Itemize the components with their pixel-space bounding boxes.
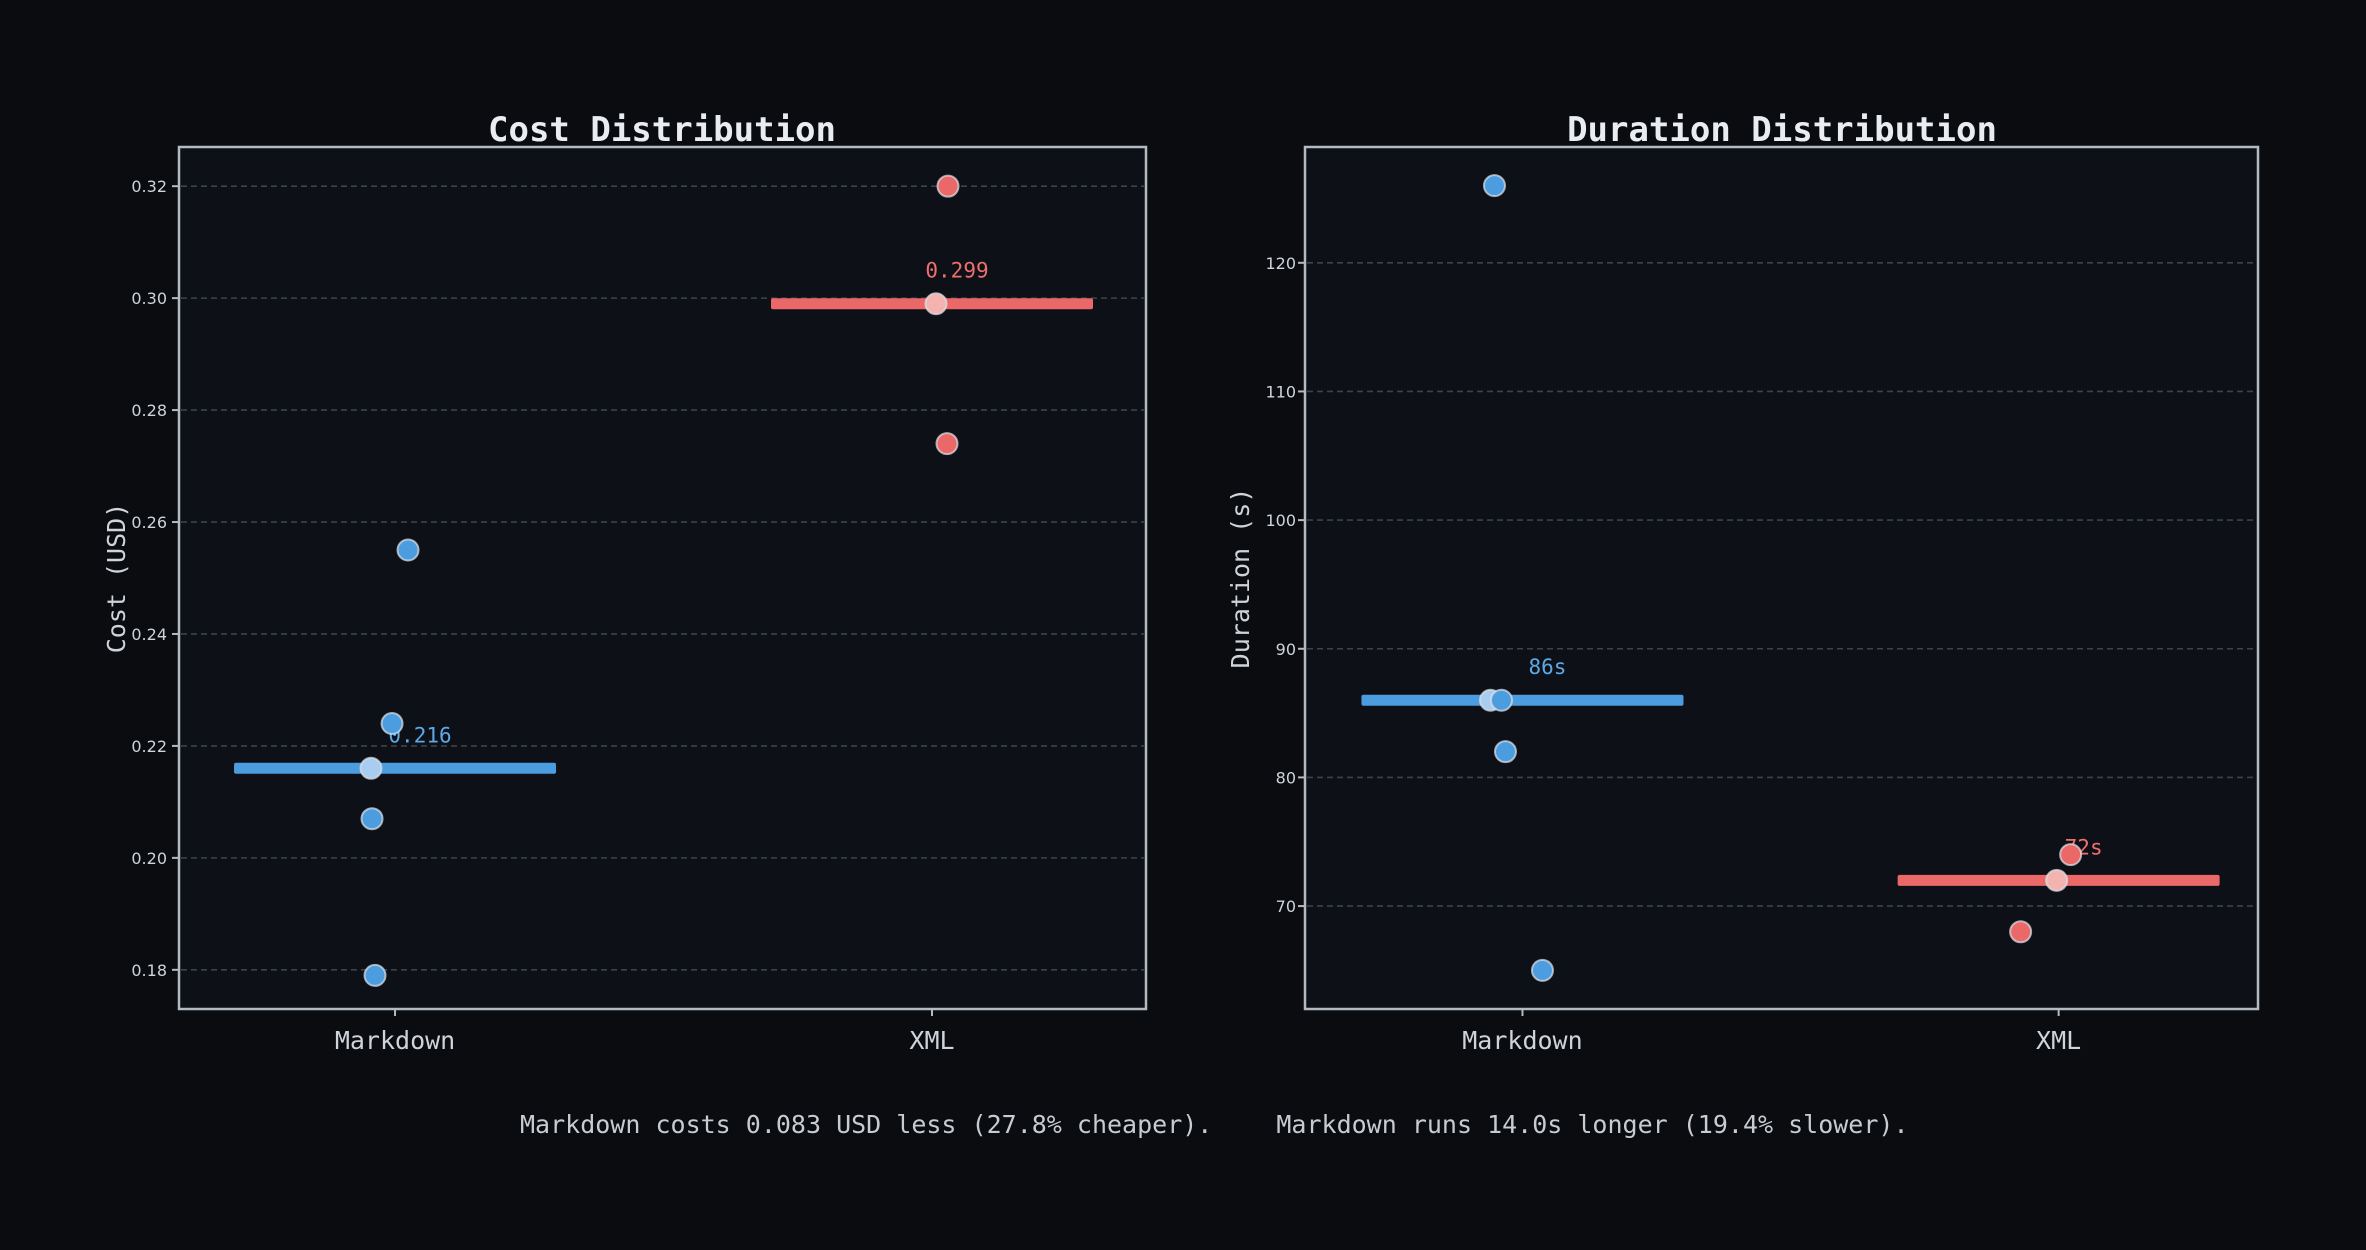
y-tick-label: 90: [1276, 640, 1296, 659]
y-tick-label: 100: [1265, 511, 1296, 530]
duration-chart: Duration Distribution Duration (s) 70 80 9…: [1226, 110, 2260, 1055]
data-point: [1493, 740, 1517, 764]
data-point: [359, 756, 383, 780]
annotation-row: Markdown costs 0.083 USD less (27.8% che…: [520, 1110, 1909, 1139]
y-tick-label: 0.24: [131, 625, 167, 644]
y-tick-label: 0.18: [131, 961, 167, 980]
y-tick-label: 0.30: [131, 289, 167, 308]
cost-y-axis-label: Cost (USD): [102, 503, 131, 654]
median-line: [1361, 694, 1684, 706]
duration-annotation: Markdown runs 14.0s longer (19.4% slower…: [1276, 1110, 1909, 1139]
plot-background: [177, 145, 1148, 1011]
data-point: [936, 174, 960, 198]
y-tick-label: 0.20: [131, 849, 167, 868]
cost-chart-title: Cost Distribution: [488, 110, 836, 150]
y-tick-label: 0.22: [131, 737, 167, 756]
data-point: [1489, 688, 1513, 712]
plot-background: [1303, 145, 2260, 1011]
x-category-label: XML: [2036, 1026, 2081, 1055]
x-category-label: XML: [909, 1026, 954, 1055]
cost-annotation: Markdown costs 0.083 USD less (27.8% che…: [520, 1110, 1213, 1139]
data-point: [360, 807, 384, 831]
data-point: [1482, 174, 1506, 198]
data-point: [2009, 920, 2033, 944]
data-point: [924, 292, 948, 316]
cost-chart: Cost Distribution Cost (USD) 0.18 0.20 0.2…: [102, 110, 1148, 1055]
y-tick-label: 80: [1276, 768, 1296, 787]
median-value-label: 86s: [1529, 655, 1567, 679]
data-point: [396, 538, 420, 562]
median-line: [234, 762, 557, 774]
y-tick-label: 0.32: [131, 177, 167, 196]
data-point: [935, 432, 959, 456]
data-point: [380, 712, 404, 736]
data-point: [2059, 843, 2083, 867]
duration-chart-title: Duration Distribution: [1567, 110, 1997, 150]
data-point: [2045, 868, 2069, 892]
data-point: [363, 963, 387, 987]
y-tick-label: 110: [1265, 382, 1296, 401]
x-category-label: Markdown: [335, 1026, 455, 1055]
duration-y-axis-label: Duration (s): [1226, 488, 1255, 669]
cost-plot-area: 0.18 0.20 0.22 0.24 0.26 0.28 0.30 0.32 Markdown…: [131, 145, 1148, 1055]
y-tick-label: 0.28: [131, 401, 167, 420]
y-tick-label: 120: [1265, 254, 1296, 273]
x-category-label: Markdown: [1462, 1026, 1582, 1055]
median-value-label: 0.299: [925, 259, 988, 283]
data-point: [1530, 958, 1554, 982]
y-tick-label: 0.26: [131, 513, 167, 532]
y-tick-label: 70: [1276, 897, 1296, 916]
